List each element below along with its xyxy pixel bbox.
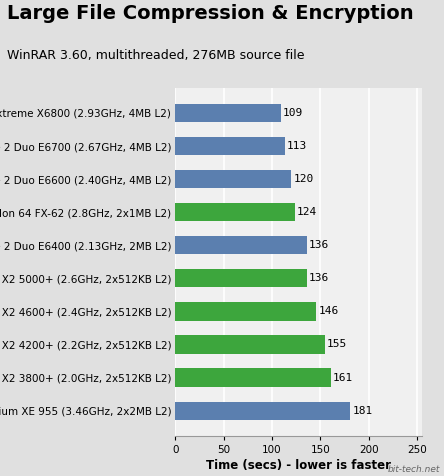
Text: 146: 146 [318,307,339,317]
Text: 113: 113 [286,141,307,151]
Text: bit-tech.net: bit-tech.net [387,465,440,474]
Text: 136: 136 [309,240,329,250]
Bar [175,203,295,221]
Text: 136: 136 [309,273,329,283]
Text: Large File Compression & Encryption: Large File Compression & Encryption [7,4,413,23]
Text: 161: 161 [333,373,353,383]
Bar [175,336,325,354]
Bar [175,402,350,420]
Text: 120: 120 [293,174,313,184]
Bar [175,170,291,188]
Bar [175,368,331,387]
Text: 155: 155 [327,339,347,349]
Bar [175,302,317,320]
Text: 181: 181 [352,406,373,416]
X-axis label: Time (secs) - lower is faster: Time (secs) - lower is faster [206,459,391,472]
Bar [175,236,307,254]
Text: 124: 124 [297,207,317,217]
Text: 109: 109 [283,108,303,118]
Text: WinRAR 3.60, multithreaded, 276MB source file: WinRAR 3.60, multithreaded, 276MB source… [7,49,304,62]
Bar [175,137,285,155]
Bar [175,269,307,288]
Bar [175,104,281,122]
